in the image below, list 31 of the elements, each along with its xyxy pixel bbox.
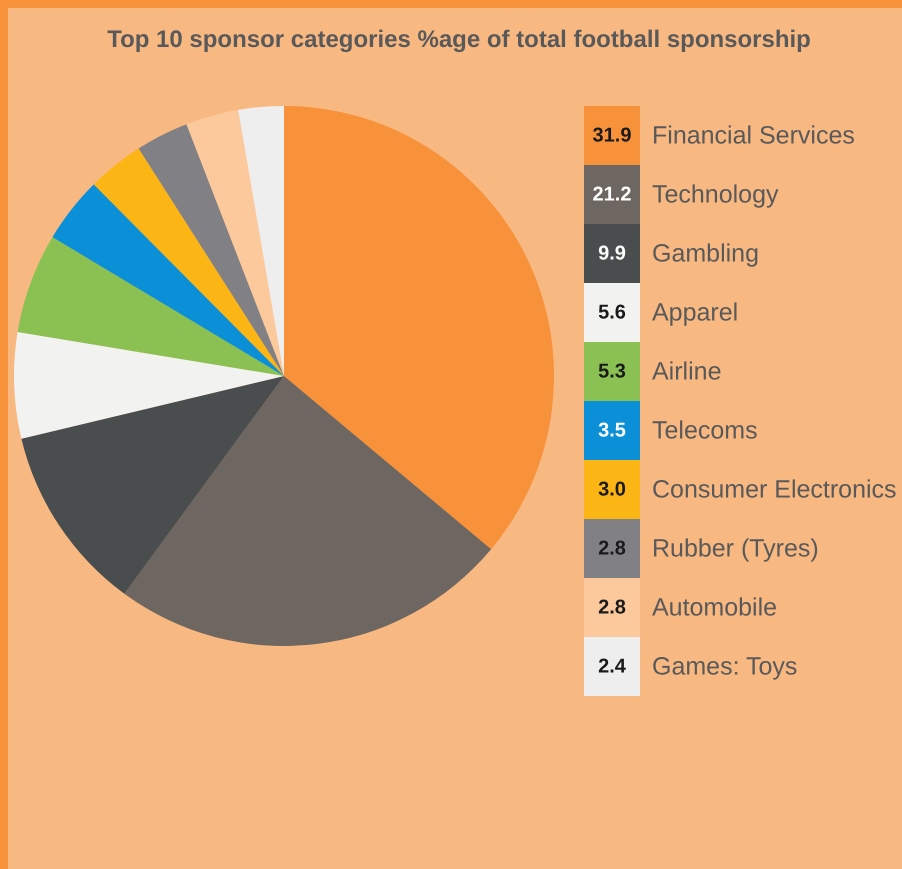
legend-label: Gambling (652, 240, 759, 268)
pie-slice (186, 110, 284, 376)
legend-label: Consumer Electronics (652, 476, 897, 504)
data-label: 5.3 (598, 360, 626, 382)
data-label: 2.8 (598, 596, 626, 618)
pie-slice (238, 106, 284, 376)
chart-title: Top 10 sponsor categories %age of total football sponsorship (107, 26, 811, 53)
data-label: 31.9 (592, 124, 632, 146)
pie-slice (52, 184, 284, 376)
data-label: 3.0 (598, 478, 626, 500)
data-label: 5.6 (598, 302, 626, 324)
legend-label: Automobile (652, 594, 778, 622)
legend-label: Financial Services (652, 122, 855, 150)
legend-label: Airline (652, 358, 722, 386)
legend-label: Apparel (652, 298, 738, 326)
legend-label: Games: Toys (652, 652, 798, 680)
legend-label: Technology (652, 180, 779, 208)
pie-slice (138, 124, 284, 376)
data-label: 2.8 (598, 538, 626, 560)
pie-slice (18, 237, 284, 376)
pie-slice (14, 332, 284, 439)
data-label: 21.2 (592, 184, 632, 206)
legend-label: Rubber (Tyres) (652, 534, 819, 562)
pie-slice (21, 376, 284, 594)
pie-slice (284, 106, 554, 550)
data-label: 2.4 (598, 656, 627, 678)
data-label: 9.9 (598, 242, 626, 264)
data-label: 3.5 (598, 420, 626, 442)
pie-slice (124, 376, 492, 646)
legend-label: Telecoms (652, 416, 758, 444)
pie-slice (94, 148, 284, 376)
